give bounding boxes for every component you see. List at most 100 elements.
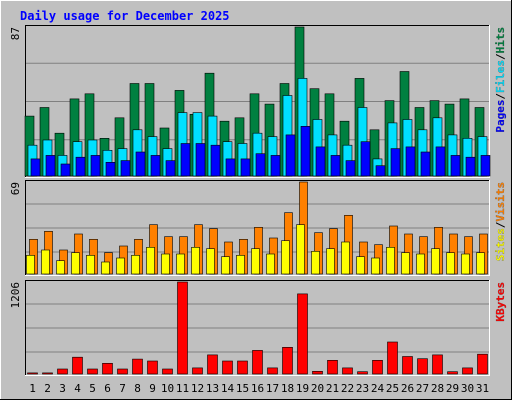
- x-tick-label: 9: [149, 382, 156, 395]
- sites-bar-day-27: [416, 253, 425, 275]
- kbytes-bar-day-20: [312, 370, 323, 375]
- kbytes-bar-day-5: [87, 368, 98, 375]
- pages-bar-day-13: [210, 144, 221, 177]
- x-tick-label: 15: [236, 382, 249, 395]
- sites-bar-day-30: [461, 253, 470, 275]
- kbytes-bar-day-3: [57, 368, 68, 375]
- kbytes-bar-day-28: [432, 354, 443, 375]
- x-tick-label: 29: [446, 382, 459, 395]
- kbytes-bar-day-21: [327, 359, 338, 375]
- legend-kbytes: KBytes: [494, 282, 507, 322]
- x-tick-label: 1: [29, 382, 36, 395]
- pages-bar-day-22: [345, 160, 356, 177]
- legend-pages: Pages: [494, 99, 507, 132]
- x-tick-label: 6: [104, 382, 111, 395]
- sites-bar-day-23: [356, 256, 365, 275]
- sites-bar-day-3: [56, 260, 65, 275]
- hits-files-pages-legend-separator: /: [494, 93, 507, 100]
- kbytes-bar-day-2: [42, 372, 53, 375]
- pages-bar-day-29: [450, 155, 461, 177]
- kbytes-bar-day-27: [417, 358, 428, 375]
- sites-bar-day-6: [101, 261, 110, 275]
- pages-bar-day-12: [195, 143, 206, 177]
- pages-bar-day-26: [405, 146, 416, 177]
- kbytes-bar-day-30: [462, 367, 473, 375]
- kbytes-bar-day-24: [372, 359, 383, 375]
- pages-bar-day-21: [330, 155, 341, 177]
- kbytes-bar-day-26: [402, 356, 413, 375]
- x-tick-label: 31: [476, 382, 489, 395]
- x-tick-label: 20: [311, 382, 324, 395]
- kbytes-bar-day-19: [297, 293, 308, 375]
- pages-bar-day-30: [465, 156, 476, 177]
- legend-visits: Visits: [494, 182, 507, 222]
- x-tick-label: 14: [221, 382, 235, 395]
- sites-bar-day-29: [446, 252, 455, 275]
- sites-bar-day-16: [251, 248, 260, 275]
- visits-sites-legend-separator: /: [494, 221, 507, 228]
- kbytes-ymax-label: 1206: [9, 282, 22, 309]
- pages-bar-day-6: [105, 162, 116, 177]
- sites-bar-day-13: [206, 248, 215, 275]
- kbytes-panel: 1206 KBytes: [9, 280, 507, 376]
- x-tick-label: 4: [74, 382, 81, 395]
- x-tick-label: 21: [326, 382, 339, 395]
- kbytes-bar-day-12: [192, 367, 203, 375]
- kbytes-bar-day-16: [252, 350, 263, 375]
- kbytes-bar-day-17: [267, 367, 278, 375]
- pages-bar-day-1: [30, 158, 41, 177]
- kbytes-bar-day-25: [387, 341, 398, 375]
- kbytes-bar-day-9: [147, 360, 158, 375]
- pages-bar-day-16: [255, 153, 266, 177]
- kbytes-bar-day-6: [102, 362, 113, 375]
- kbytes-bar-day-22: [342, 367, 353, 375]
- x-tick-label: 23: [356, 382, 369, 395]
- kbytes-bar-day-1: [27, 372, 38, 375]
- x-tick-label: 28: [431, 382, 444, 395]
- pages-bar-day-5: [90, 155, 101, 177]
- x-tick-label: 26: [401, 382, 414, 395]
- sites-bar-day-4: [71, 252, 80, 275]
- pages-bar-day-11: [180, 143, 191, 177]
- sites-bar-day-11: [176, 253, 185, 275]
- x-tick-label: 13: [206, 382, 219, 395]
- visits-sites-ymax-label: 69: [9, 182, 22, 195]
- sites-bar-day-8: [131, 255, 140, 275]
- pages-bar-day-25: [390, 148, 401, 177]
- x-tick-label: 24: [371, 382, 385, 395]
- x-tick-label: 18: [281, 382, 294, 395]
- visits-sites-legend: Sites/Visits: [494, 182, 507, 262]
- hits-files-pages-ymax-label: 87: [9, 27, 22, 40]
- pages-bar-day-31: [480, 155, 491, 177]
- x-tick-label: 10: [161, 382, 174, 395]
- sites-bar-day-12: [191, 247, 200, 275]
- sites-bar-day-10: [161, 253, 170, 275]
- kbytes-bar-day-14: [222, 360, 233, 375]
- sites-bar-day-28: [431, 248, 440, 275]
- pages-bar-day-20: [315, 146, 326, 177]
- kbytes-bar-day-29: [447, 371, 458, 375]
- sites-bar-day-17: [266, 253, 275, 275]
- x-tick-label: 5: [89, 382, 96, 395]
- legend-files: Files: [494, 60, 507, 93]
- kbytes-bar-day-13: [207, 354, 218, 375]
- pages-bar-day-19: [300, 126, 311, 177]
- kbytes-legend: KBytes: [494, 282, 507, 322]
- visits-sites-panel: 69 Sites/Visits: [9, 180, 507, 276]
- pages-bar-day-9: [150, 155, 161, 177]
- x-tick-label: 11: [176, 382, 189, 395]
- pages-bar-day-2: [45, 155, 56, 177]
- sites-bar-day-20: [311, 251, 320, 275]
- kbytes-bar-day-7: [117, 368, 128, 375]
- sites-bar-day-22: [341, 241, 350, 275]
- x-tick-label: 8: [134, 382, 141, 395]
- sites-bar-day-2: [41, 249, 50, 275]
- sites-bar-day-1: [26, 255, 35, 275]
- pages-bar-day-7: [120, 160, 131, 177]
- kbytes-bar-day-15: [237, 360, 248, 375]
- pages-bar-day-8: [135, 151, 146, 177]
- pages-bar-day-18: [285, 134, 296, 177]
- pages-bar-day-14: [225, 158, 236, 177]
- sites-bar-day-19: [296, 224, 305, 275]
